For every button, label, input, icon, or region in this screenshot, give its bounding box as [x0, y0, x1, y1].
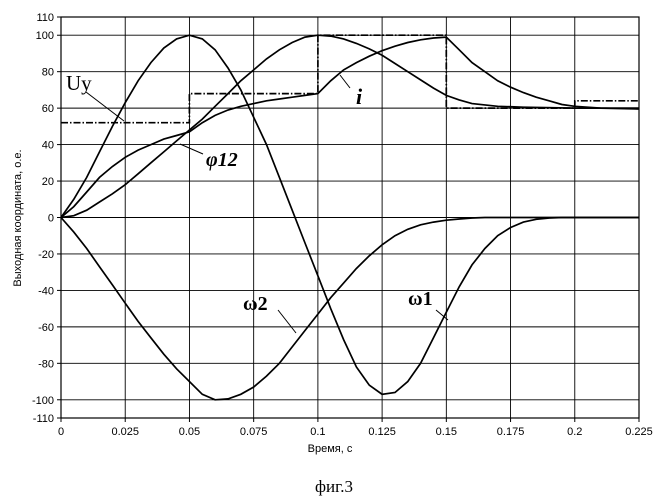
x-tick-label-0: 0	[58, 426, 64, 438]
series-line-i	[61, 37, 639, 217]
y-tick-label-1: 100	[36, 30, 54, 42]
y-tick-label-10: -80	[38, 358, 54, 370]
x-tick-label-7: 0.175	[497, 426, 525, 438]
series-line-omega1	[61, 35, 639, 394]
y-tick-label-2: 80	[42, 67, 54, 79]
x-tick-label-9: 0.225	[625, 426, 653, 438]
series-label-uy-main: Uу	[66, 71, 92, 95]
y-tick-label-0: 110	[36, 12, 54, 24]
y-tick-label-7: -20	[38, 249, 54, 261]
series-label-uy-leader	[86, 92, 124, 121]
y-tick-label-3: 60	[42, 103, 54, 115]
x-tick-label-1: 0.025	[111, 426, 139, 438]
x-axis-label: Время, с	[308, 443, 353, 455]
y-tick-label-4: 40	[42, 140, 54, 152]
series-line-omega2	[61, 218, 639, 400]
series-line-phi12	[61, 35, 639, 217]
series-label-omega2-text: ω2	[243, 293, 268, 315]
x-tick-label-2: 0.05	[179, 426, 200, 438]
series-label-i-text: i	[356, 84, 363, 109]
series-label-i-leader	[340, 75, 350, 88]
x-tick-label-6: 0.15	[436, 426, 457, 438]
y-tick-label-6: 0	[48, 213, 54, 225]
series-label-omega1: ω1	[408, 288, 448, 320]
series-label-uy: Uу	[66, 71, 124, 121]
y-tick-label-5: 20	[42, 176, 54, 188]
x-tick-label-4: 0.1	[310, 426, 325, 438]
series-label-phi12-text: φ12	[206, 149, 238, 171]
series-label-phi12: φ12	[180, 144, 238, 171]
series-label-i: i	[340, 75, 363, 109]
y-tick-label-11: -100	[32, 395, 54, 407]
series-label-omega2-leader	[278, 310, 296, 333]
x-tick-label-3: 0.075	[240, 426, 268, 438]
series-label-omega1-text: ω1	[408, 288, 433, 310]
figure-caption: фиг.3	[315, 477, 353, 496]
x-tick-label-8: 0.2	[567, 426, 582, 438]
y-tick-label-12: -110	[33, 413, 54, 425]
series-line-uy	[61, 35, 639, 123]
series-label-phi12-leader	[180, 144, 203, 154]
y-tick-label-9: -60	[38, 322, 54, 334]
y-tick-label-8: -40	[38, 285, 54, 297]
y-axis-label: Выходная координата, о.е.	[12, 149, 24, 286]
x-tick-label-5: 0.125	[368, 426, 396, 438]
